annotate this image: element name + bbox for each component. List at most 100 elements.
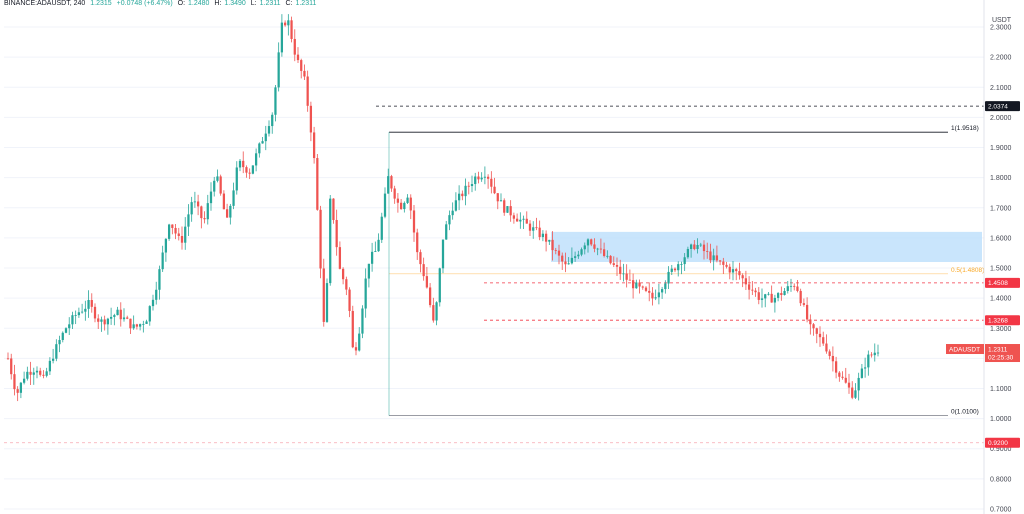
candle-up bbox=[80, 311, 84, 313]
candle-up bbox=[464, 185, 467, 197]
high-value: 1.3490 bbox=[224, 0, 246, 7]
candle-down bbox=[283, 22, 287, 26]
candle-up bbox=[106, 318, 110, 325]
price-tick-label: 0.7000 bbox=[990, 506, 1012, 513]
candle-down bbox=[200, 206, 203, 219]
candle-down bbox=[722, 261, 725, 265]
candle-up bbox=[216, 176, 219, 181]
candle-up bbox=[122, 317, 126, 320]
candle-down bbox=[13, 374, 16, 390]
candle-up bbox=[187, 214, 190, 227]
price-tick-label: 1.8000 bbox=[990, 175, 1012, 182]
candle-up bbox=[87, 300, 90, 309]
candle-down bbox=[42, 374, 45, 376]
level-tag-bg bbox=[985, 315, 1020, 326]
candle-down bbox=[706, 251, 709, 252]
candle-down bbox=[847, 382, 851, 388]
candle-up bbox=[51, 358, 55, 361]
candle-down bbox=[10, 358, 13, 375]
candle-up bbox=[77, 312, 81, 316]
candle-down bbox=[300, 60, 303, 71]
candle-down bbox=[619, 266, 622, 274]
low-value: 1.2311 bbox=[259, 0, 281, 7]
price-tick-label: 2.1000 bbox=[990, 85, 1012, 92]
candle-up bbox=[445, 224, 448, 240]
candle-down bbox=[870, 354, 873, 356]
price-tick-label: 2.2000 bbox=[990, 55, 1012, 62]
candle-down bbox=[751, 289, 754, 291]
candle-down bbox=[735, 269, 738, 272]
candle-up bbox=[667, 271, 670, 284]
candle-down bbox=[747, 284, 751, 290]
level-tag-bg bbox=[985, 437, 1020, 448]
candle-down bbox=[419, 252, 422, 265]
candle-down bbox=[564, 261, 567, 265]
price-tick-label: 1.0000 bbox=[990, 416, 1012, 423]
last-price: 1.2315 bbox=[90, 0, 112, 7]
candle-up bbox=[480, 177, 483, 180]
candle-up bbox=[776, 293, 780, 298]
candle-up bbox=[454, 200, 458, 211]
candle-down bbox=[29, 371, 32, 375]
candle-up bbox=[567, 263, 570, 265]
candle-down bbox=[242, 160, 245, 168]
candle-down bbox=[180, 236, 184, 243]
candle-up bbox=[26, 371, 29, 379]
candle-up bbox=[873, 352, 876, 356]
candle-down bbox=[709, 251, 712, 261]
candle-down bbox=[93, 306, 97, 319]
candle-down bbox=[348, 289, 351, 311]
symbol-label[interactable]: BINANCE:ADAUSDT, 240 bbox=[4, 0, 86, 7]
close-value: 1.2311 bbox=[295, 0, 317, 7]
candle-up bbox=[863, 367, 867, 369]
open-label: O: bbox=[177, 0, 186, 7]
candle-up bbox=[664, 283, 667, 290]
candle-down bbox=[544, 233, 548, 242]
candle-up bbox=[451, 210, 454, 216]
candle-up bbox=[251, 165, 255, 174]
candle-down bbox=[467, 185, 470, 187]
candle-down bbox=[818, 333, 822, 338]
countdown: 02:25:30 bbox=[988, 354, 1014, 361]
candle-up bbox=[264, 133, 267, 142]
candle-down bbox=[599, 248, 603, 250]
candle-up bbox=[161, 252, 164, 270]
candle-up bbox=[573, 256, 577, 258]
candle-up bbox=[683, 257, 686, 265]
candle-up bbox=[58, 339, 61, 345]
candle-down bbox=[628, 279, 632, 281]
candle-down bbox=[303, 70, 306, 77]
candle-up bbox=[364, 278, 367, 309]
candle-down bbox=[486, 176, 490, 179]
candle-up bbox=[773, 297, 777, 303]
candle-down bbox=[561, 255, 564, 262]
candle-up bbox=[406, 197, 409, 203]
candle-down bbox=[219, 176, 222, 194]
price-tick-label: 1.9000 bbox=[990, 145, 1012, 152]
candle-up bbox=[441, 239, 445, 269]
close-label: C: bbox=[285, 0, 293, 7]
candle-up bbox=[254, 153, 258, 166]
candle-down bbox=[838, 372, 841, 377]
candle-up bbox=[64, 328, 68, 333]
candle-down bbox=[644, 287, 648, 291]
candle-up bbox=[209, 191, 213, 204]
candle-down bbox=[612, 263, 615, 265]
candle-up bbox=[606, 255, 609, 257]
candle-down bbox=[702, 244, 706, 252]
candle-up bbox=[506, 206, 509, 213]
high-label: H: bbox=[214, 0, 222, 7]
candle-up bbox=[71, 315, 74, 325]
candle-down bbox=[306, 76, 309, 106]
candle-down bbox=[512, 215, 516, 219]
candle-up bbox=[325, 283, 329, 322]
current-price-bg bbox=[985, 344, 1020, 363]
candle-down bbox=[103, 319, 106, 325]
candle-down bbox=[757, 292, 760, 300]
candle-up bbox=[712, 255, 715, 261]
price-change: +0.0748 (+6.47%) bbox=[116, 0, 173, 7]
candle-down bbox=[225, 209, 229, 218]
